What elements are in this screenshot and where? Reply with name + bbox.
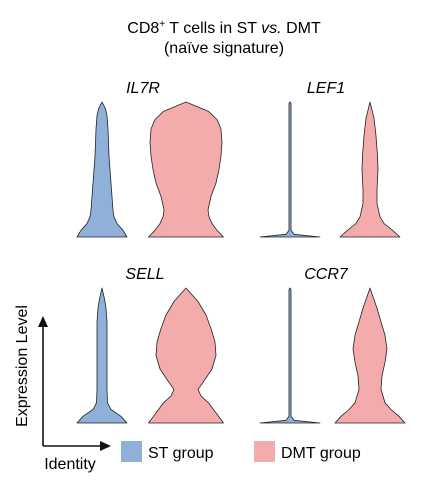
panel-label-lef1: LEF1 [307, 80, 345, 97]
figure-title: CD8+ T cells in ST vs. DMT [127, 19, 321, 37]
legend-swatch-dmt [254, 441, 275, 462]
violin-il7r-dmt [148, 101, 224, 238]
violin-il7r-st [76, 101, 128, 238]
violin-sell-dmt [148, 287, 224, 424]
y-axis-label: Expression Level [14, 305, 31, 427]
title-prefix: CD8 [127, 20, 159, 37]
x-axis-arrowhead [100, 441, 111, 451]
x-axis-label: Identity [44, 456, 96, 473]
legend-label-dmt: DMT group [281, 445, 361, 462]
legend-swatch-st [121, 441, 142, 462]
axis-guide [42, 323, 104, 447]
violin-lef1-dmt [339, 101, 401, 238]
panel-label-il7r: IL7R [126, 80, 160, 97]
title-suffix: DMT [282, 20, 321, 37]
violin-ccr7-dmt [334, 287, 406, 424]
legend-label-st: ST group [148, 445, 214, 462]
violin-lef1-st [259, 101, 321, 238]
violin-layer [76, 101, 406, 424]
panel-label-ccr7: CCR7 [304, 266, 349, 283]
title-superscript: + [159, 19, 165, 30]
title-middle: T cells in ST [165, 20, 261, 37]
title-italic: vs. [261, 20, 281, 37]
y-axis-arrowhead [38, 316, 48, 327]
panel-label-sell: SELL [125, 266, 164, 283]
violin-sell-st [76, 287, 128, 424]
figure-subtitle: (naïve signature) [164, 40, 284, 57]
violin-ccr7-st [259, 287, 321, 424]
